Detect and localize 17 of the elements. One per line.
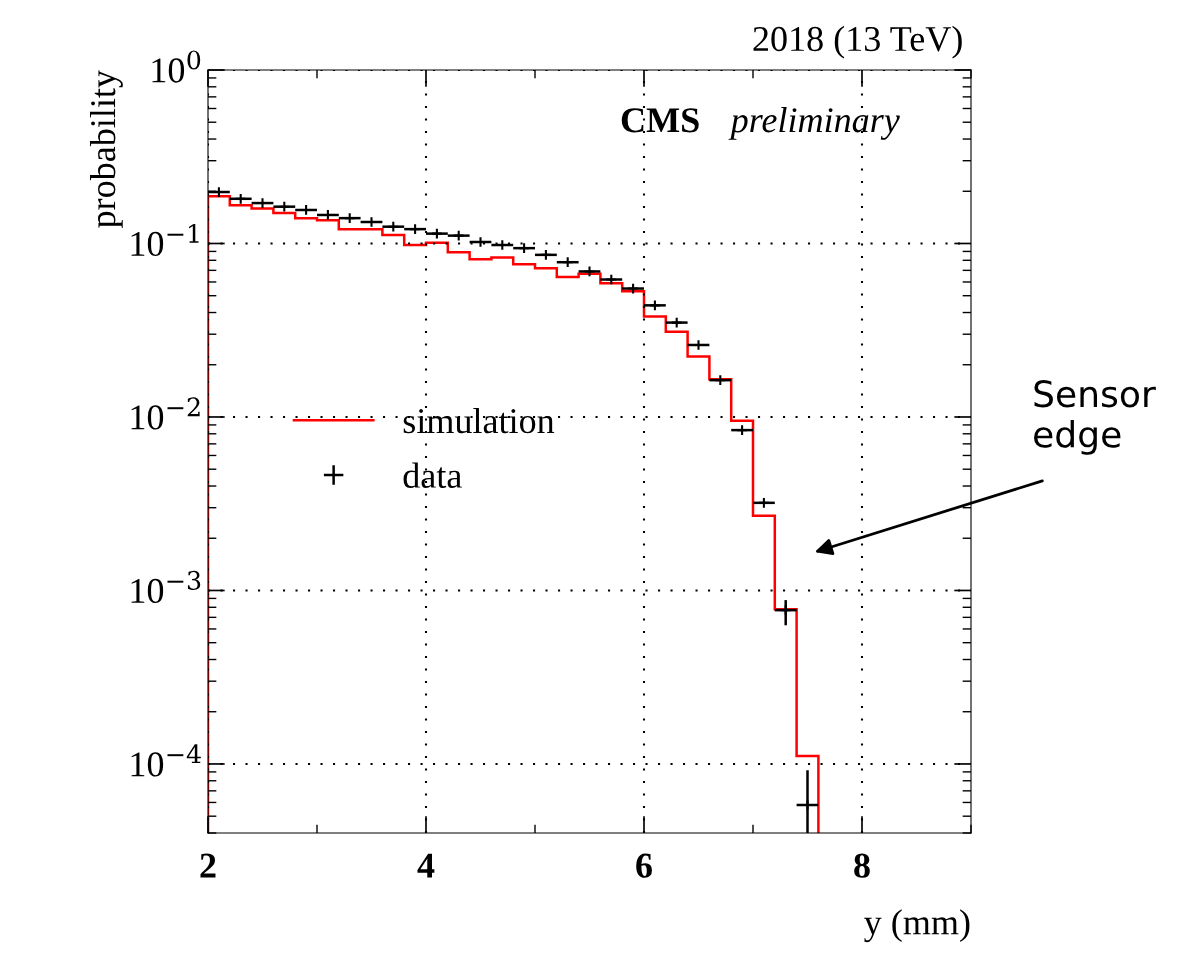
text: 2018 (13 TeV) [753, 25, 962, 59]
y-tick-label: 10$^{0}$ [152, 50, 201, 83]
y-tick-label: 10$^{−3}$ [131, 570, 201, 604]
text: Sensor edge [1034, 380, 1156, 455]
y-tick-label: 10$^{−4}$ [131, 744, 201, 777]
x-axis-title: y (mm) [864, 909, 970, 943]
y-tick-label: 10$^{−2}$ [131, 397, 200, 430]
legend-label: data [403, 462, 462, 488]
y-tick-label: 10$^{−1}$ [131, 223, 199, 257]
x-tick-label: 4 [417, 853, 435, 878]
legend-label: simulation [403, 407, 555, 434]
x-tick-label: 2 [200, 853, 216, 878]
x-tick-label: 6 [636, 853, 652, 878]
x-tick-label: 8 [854, 853, 870, 878]
annotation: CMS [621, 108, 699, 133]
annotation: preliminary [728, 106, 900, 140]
y-axis-title: probability [89, 70, 123, 228]
